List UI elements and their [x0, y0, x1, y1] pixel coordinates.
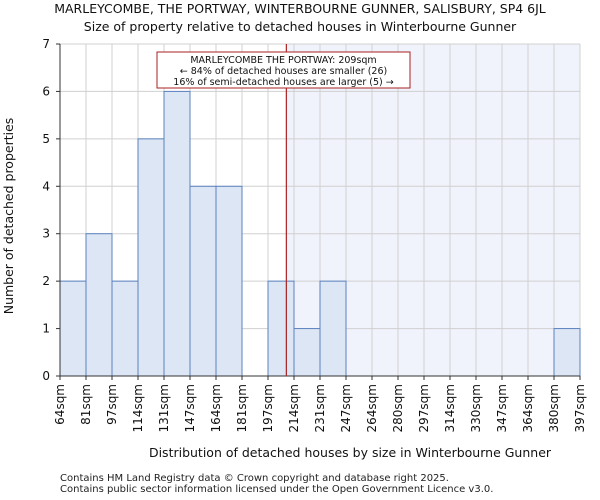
annotation-box [156, 51, 411, 89]
x-tick-label: 181sqm [235, 384, 249, 432]
histogram-bar [215, 185, 243, 377]
y-tick-label: 6 [42, 84, 50, 98]
x-tick-label: 397sqm [573, 384, 587, 432]
x-tick-label: 364sqm [521, 384, 535, 432]
footer-copyright: Contains HM Land Registry data © Crown c… [60, 473, 449, 484]
histogram-bar [137, 138, 165, 377]
x-tick-label: 297sqm [417, 384, 431, 432]
x-tick-label: 131sqm [157, 384, 171, 432]
y-tick-label: 3 [42, 227, 50, 241]
x-tick-label: 147sqm [183, 384, 197, 432]
annotation-title: MARLEYCOMBE THE PORTWAY: 209sqm [190, 55, 376, 66]
x-tick-label: 280sqm [391, 384, 405, 432]
annotation-smaller: ← 84% of detached houses are smaller (26… [180, 66, 387, 77]
y-tick-label: 2 [42, 274, 50, 288]
y-tick-label: 4 [42, 179, 50, 193]
y-tick-label: 5 [42, 132, 50, 146]
x-tick-label: 264sqm [365, 384, 379, 432]
x-tick-label: 164sqm [209, 384, 223, 432]
histogram-bar [267, 280, 295, 377]
footer-licence: Contains public sector information licen… [60, 484, 494, 495]
x-tick-label: 314sqm [443, 384, 457, 432]
histogram-bar [59, 280, 87, 377]
histogram-bar [553, 328, 581, 377]
y-axis-label: Number of detached properties [1, 118, 16, 315]
x-tick-label: 231sqm [313, 384, 327, 432]
y-tick-label: 0 [42, 369, 50, 383]
x-axis-label: Distribution of detached houses by size … [149, 445, 552, 460]
histogram-bar [189, 185, 217, 377]
x-tick-label: 380sqm [547, 384, 561, 432]
chart-subtitle: Size of property relative to detached ho… [83, 19, 517, 34]
y-tick-label: 7 [42, 37, 50, 51]
x-tick-label: 64sqm [53, 384, 67, 425]
x-tick-label: 197sqm [261, 384, 275, 432]
histogram-bar [319, 280, 347, 377]
y-tick-label: 1 [42, 322, 50, 336]
x-tick-label: 97sqm [105, 384, 119, 425]
x-tick-label: 247sqm [339, 384, 353, 432]
annotation-larger: 16% of semi-detached houses are larger (… [173, 77, 393, 88]
x-tick-label: 347sqm [495, 384, 509, 432]
x-tick-label: 330sqm [469, 384, 483, 432]
x-tick-label: 214sqm [287, 384, 301, 432]
x-tick-label: 81sqm [79, 384, 93, 425]
histogram-bar [293, 328, 321, 377]
histogram-bar [111, 280, 139, 377]
histogram-bar [163, 90, 191, 377]
histogram-bar [85, 233, 113, 377]
x-tick-label: 114sqm [131, 384, 145, 432]
chart-title: MARLEYCOMBE, THE PORTWAY, WINTERBOURNE G… [54, 1, 546, 16]
